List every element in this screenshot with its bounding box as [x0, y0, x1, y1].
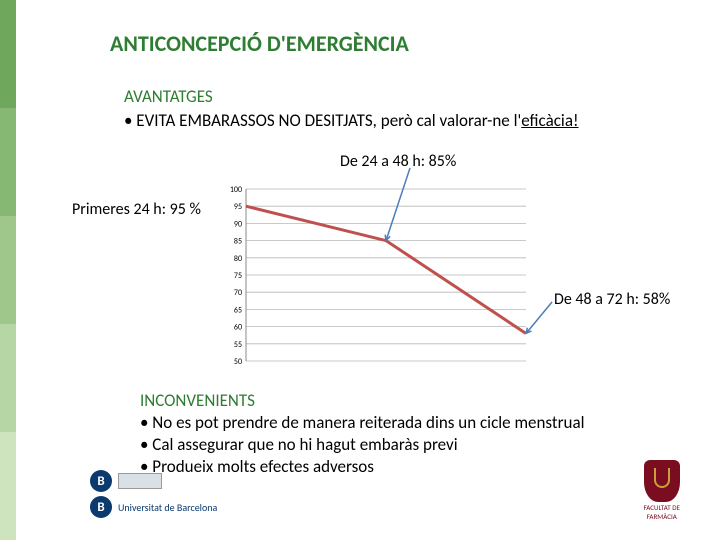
logo-farmacia: FACULTAT DE FARMÀCIA [643, 460, 680, 520]
slide-title: ANTICONCEPCIÓ D'EMERGÈNCIA [110, 30, 409, 57]
left-stripe [0, 0, 16, 540]
shield-icon [644, 460, 680, 502]
ub-label: Universitat de Barcelona [118, 501, 217, 514]
farm-line2: FARMÀCIA [647, 513, 677, 520]
svg-text:60: 60 [234, 323, 242, 333]
svg-text:65: 65 [234, 305, 242, 315]
svg-text:55: 55 [234, 340, 242, 350]
logo-ub: B B Universitat de Barcelona [90, 470, 217, 518]
farm-line1: FACULTAT DE [643, 504, 680, 511]
svg-text:80: 80 [234, 254, 242, 264]
ub-badge-icon: B [90, 470, 112, 492]
efficacy-chart: 100 95 90 85 80 75 70 65 60 55 50 [222, 185, 532, 365]
svg-text:95: 95 [234, 202, 242, 212]
svg-text:75: 75 [234, 271, 242, 281]
annotation-first-24h: Primeres 24 h: 95 % [72, 200, 201, 219]
advantages-bullet: • EVITA EMBARASSOS NO DESITJATS, però ca… [124, 110, 579, 131]
efficacy-chart-svg: 100 95 90 85 80 75 70 65 60 55 50 [222, 185, 532, 365]
annotation-24-48h: De 24 a 48 h: 85% [340, 152, 456, 171]
annotation-48-72h: De 48 a 72 h: 58% [554, 290, 670, 309]
disadvantages-bullet: • No es pot prendre de manera reiterada … [140, 412, 585, 433]
advantages-bullet-text: • EVITA EMBARASSOS NO DESITJATS, però ca… [124, 110, 521, 131]
svg-text:100: 100 [230, 185, 242, 195]
svg-text:85: 85 [234, 237, 242, 247]
disadvantages-heading: INCONVENIENTS [140, 390, 255, 411]
ub-badge-icon: B [90, 496, 112, 518]
svg-text:50: 50 [234, 357, 242, 365]
advantages-bullet-underlined: eficàcia! [521, 110, 578, 131]
advantages-heading: AVANTATGES [124, 86, 213, 107]
disadvantages-bullet: • Cal assegurar que no hi hagut embaràs … [140, 434, 458, 455]
svg-text:90: 90 [234, 219, 242, 229]
svg-text:70: 70 [234, 288, 242, 298]
ub-rect-icon [118, 473, 162, 489]
